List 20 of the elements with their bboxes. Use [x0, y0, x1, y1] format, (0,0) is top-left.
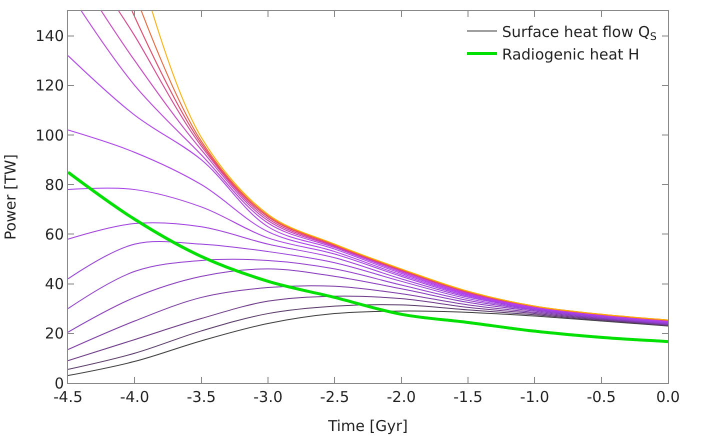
legend-label: Radiogenic heat H [502, 45, 640, 64]
y-tick-label: 80 [44, 176, 64, 194]
x-tick-label: -3.5 [186, 388, 216, 406]
x-axis-title: Time [Gyr] [327, 417, 408, 435]
x-tick-label: -1.5 [453, 388, 483, 406]
y-tick-label: 40 [44, 275, 64, 294]
x-tick-label: -3.0 [253, 388, 283, 406]
x-tick-label: -0.5 [586, 388, 616, 406]
y-tick-label: 140 [35, 27, 64, 46]
y-tick-label: 20 [44, 324, 64, 343]
x-tick-label: -2.0 [386, 388, 416, 406]
y-tick-label: 60 [44, 225, 64, 244]
y-tick-label: 120 [35, 76, 64, 95]
y-tick-label: 100 [35, 126, 64, 144]
x-tick-label: -2.5 [320, 388, 350, 406]
x-tick-label: 0.0 [656, 388, 680, 406]
x-tick-label: -4.0 [120, 388, 150, 406]
legend-label: Surface heat flow Q$_{S}$ [502, 22, 657, 43]
y-axis-title: Power [TW] [2, 154, 20, 240]
x-tick-label: -1.0 [520, 388, 550, 406]
